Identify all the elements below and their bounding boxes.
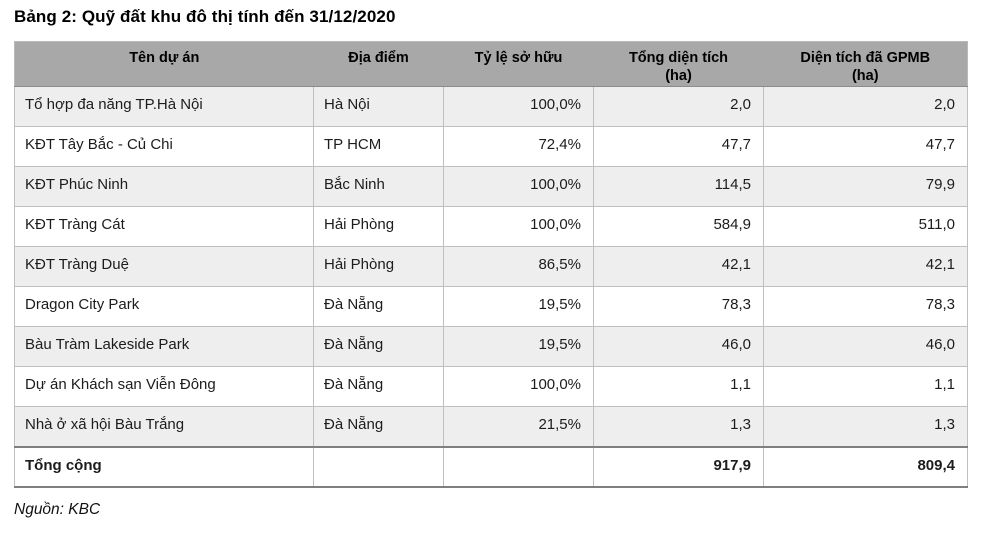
table-row: Dragon City Park Đà Nẵng 19,5% 78,3 78,3 bbox=[14, 286, 968, 327]
table-row: KĐT Tràng Duệ Hải Phòng 86,5% 42,1 42,1 bbox=[14, 246, 968, 287]
cell-location: Hà Nội bbox=[313, 86, 444, 127]
cell-ownership-ratio: 100,0% bbox=[443, 86, 594, 127]
total-location-empty bbox=[313, 445, 444, 488]
cell-total-area: 584,9 bbox=[593, 206, 764, 247]
cell-project-name: KĐT Phúc Ninh bbox=[14, 166, 314, 207]
cell-location: Đà Nẵng bbox=[313, 406, 444, 447]
total-cleared-area: 809,4 bbox=[763, 445, 968, 488]
cell-location: Hải Phòng bbox=[313, 246, 444, 287]
cell-ownership-ratio: 21,5% bbox=[443, 406, 594, 447]
cell-location: Bắc Ninh bbox=[313, 166, 444, 207]
col-header-total-area: Tổng diện tích (ha) bbox=[593, 41, 764, 87]
table-title: Bảng 2: Quỹ đất khu đô thị tính đến 31/1… bbox=[14, 7, 396, 26]
cell-project-name: KĐT Tây Bắc - Củ Chi bbox=[14, 126, 314, 167]
cell-total-area: 1,1 bbox=[593, 366, 764, 407]
cell-ownership-ratio: 100,0% bbox=[443, 206, 594, 247]
col-header-location: Địa điểm bbox=[313, 41, 444, 87]
cell-cleared-area: 79,9 bbox=[763, 166, 968, 207]
total-row: Tổng cộng 917,9 809,4 bbox=[14, 445, 968, 488]
col-header-project-name: Tên dự án bbox=[14, 41, 314, 87]
cell-ownership-ratio: 100,0% bbox=[443, 366, 594, 407]
cell-project-name: Nhà ở xã hội Bàu Trắng bbox=[14, 406, 314, 447]
table-row: KĐT Tây Bắc - Củ Chi TP HCM 72,4% 47,7 47,7 bbox=[14, 126, 968, 167]
cell-location: Đà Nẵng bbox=[313, 326, 444, 367]
table-row: Dự án Khách sạn Viễn Đông Đà Nẵng 100,0% 1,… bbox=[14, 366, 968, 407]
cell-total-area: 47,7 bbox=[593, 126, 764, 167]
table-row: Tổ hợp đa năng TP.Hà Nội Hà Nội 100,0% 2,0 2… bbox=[14, 86, 968, 127]
cell-cleared-area: 42,1 bbox=[763, 246, 968, 287]
col-header-cleared-area: Diện tích đã GPMB (ha) bbox=[763, 41, 968, 87]
cell-cleared-area: 47,7 bbox=[763, 126, 968, 167]
cell-project-name: KĐT Tràng Duệ bbox=[14, 246, 314, 287]
cell-project-name: KĐT Tràng Cát bbox=[14, 206, 314, 247]
source-note: Nguồn: KBC bbox=[14, 500, 101, 518]
table-row: KĐT Phúc Ninh Bắc Ninh 100,0% 114,5 79,9 bbox=[14, 166, 968, 207]
cell-total-area: 46,0 bbox=[593, 326, 764, 367]
report-page: Bảng 2: Quỹ đất khu đô thị tính đến 31/1… bbox=[0, 7, 996, 549]
table-row: KĐT Tràng Cát Hải Phòng 100,0% 584,9 511,0 bbox=[14, 206, 968, 247]
total-total-area: 917,9 bbox=[593, 445, 764, 488]
cell-cleared-area: 511,0 bbox=[763, 206, 968, 247]
cell-cleared-area: 78,3 bbox=[763, 286, 968, 327]
cell-total-area: 1,3 bbox=[593, 406, 764, 447]
cell-project-name: Dự án Khách sạn Viễn Đông bbox=[14, 366, 314, 407]
cell-total-area: 78,3 bbox=[593, 286, 764, 327]
cell-project-name: Tổ hợp đa năng TP.Hà Nội bbox=[14, 86, 314, 127]
total-label: Tổng cộng bbox=[14, 445, 314, 488]
table-row: Bàu Tràm Lakeside Park Đà Nẵng 19,5% 46,0 46… bbox=[14, 326, 968, 367]
cell-total-area: 114,5 bbox=[593, 166, 764, 207]
cell-ownership-ratio: 100,0% bbox=[443, 166, 594, 207]
table-row: Nhà ở xã hội Bàu Trắng Đà Nẵng 21,5% 1,3 1,3 bbox=[14, 406, 968, 447]
col-header-ownership-ratio: Tỷ lệ sở hữu bbox=[443, 41, 594, 87]
cell-location: TP HCM bbox=[313, 126, 444, 167]
cell-total-area: 42,1 bbox=[593, 246, 764, 287]
cell-cleared-area: 46,0 bbox=[763, 326, 968, 367]
header-row: Tên dự án Địa điểm Tỷ lệ sở hữu Tổng diệ… bbox=[14, 41, 968, 87]
cell-cleared-area: 1,3 bbox=[763, 406, 968, 447]
cell-ownership-ratio: 19,5% bbox=[443, 326, 594, 367]
cell-location: Hải Phòng bbox=[313, 206, 444, 247]
cell-location: Đà Nẵng bbox=[313, 286, 444, 327]
cell-project-name: Bàu Tràm Lakeside Park bbox=[14, 326, 314, 367]
table-body: Tổ hợp đa năng TP.Hà Nội Hà Nội 100,0% 2,0 2… bbox=[14, 86, 968, 447]
cell-location: Đà Nẵng bbox=[313, 366, 444, 407]
cell-ownership-ratio: 86,5% bbox=[443, 246, 594, 287]
cell-ownership-ratio: 19,5% bbox=[443, 286, 594, 327]
urban-land-fund-table: Tên dự án Địa điểm Tỷ lệ sở hữu Tổng diệ… bbox=[14, 41, 968, 488]
cell-total-area: 2,0 bbox=[593, 86, 764, 127]
cell-ownership-ratio: 72,4% bbox=[443, 126, 594, 167]
cell-cleared-area: 1,1 bbox=[763, 366, 968, 407]
cell-project-name: Dragon City Park bbox=[14, 286, 314, 327]
total-ownership-empty bbox=[443, 445, 594, 488]
cell-cleared-area: 2,0 bbox=[763, 86, 968, 127]
